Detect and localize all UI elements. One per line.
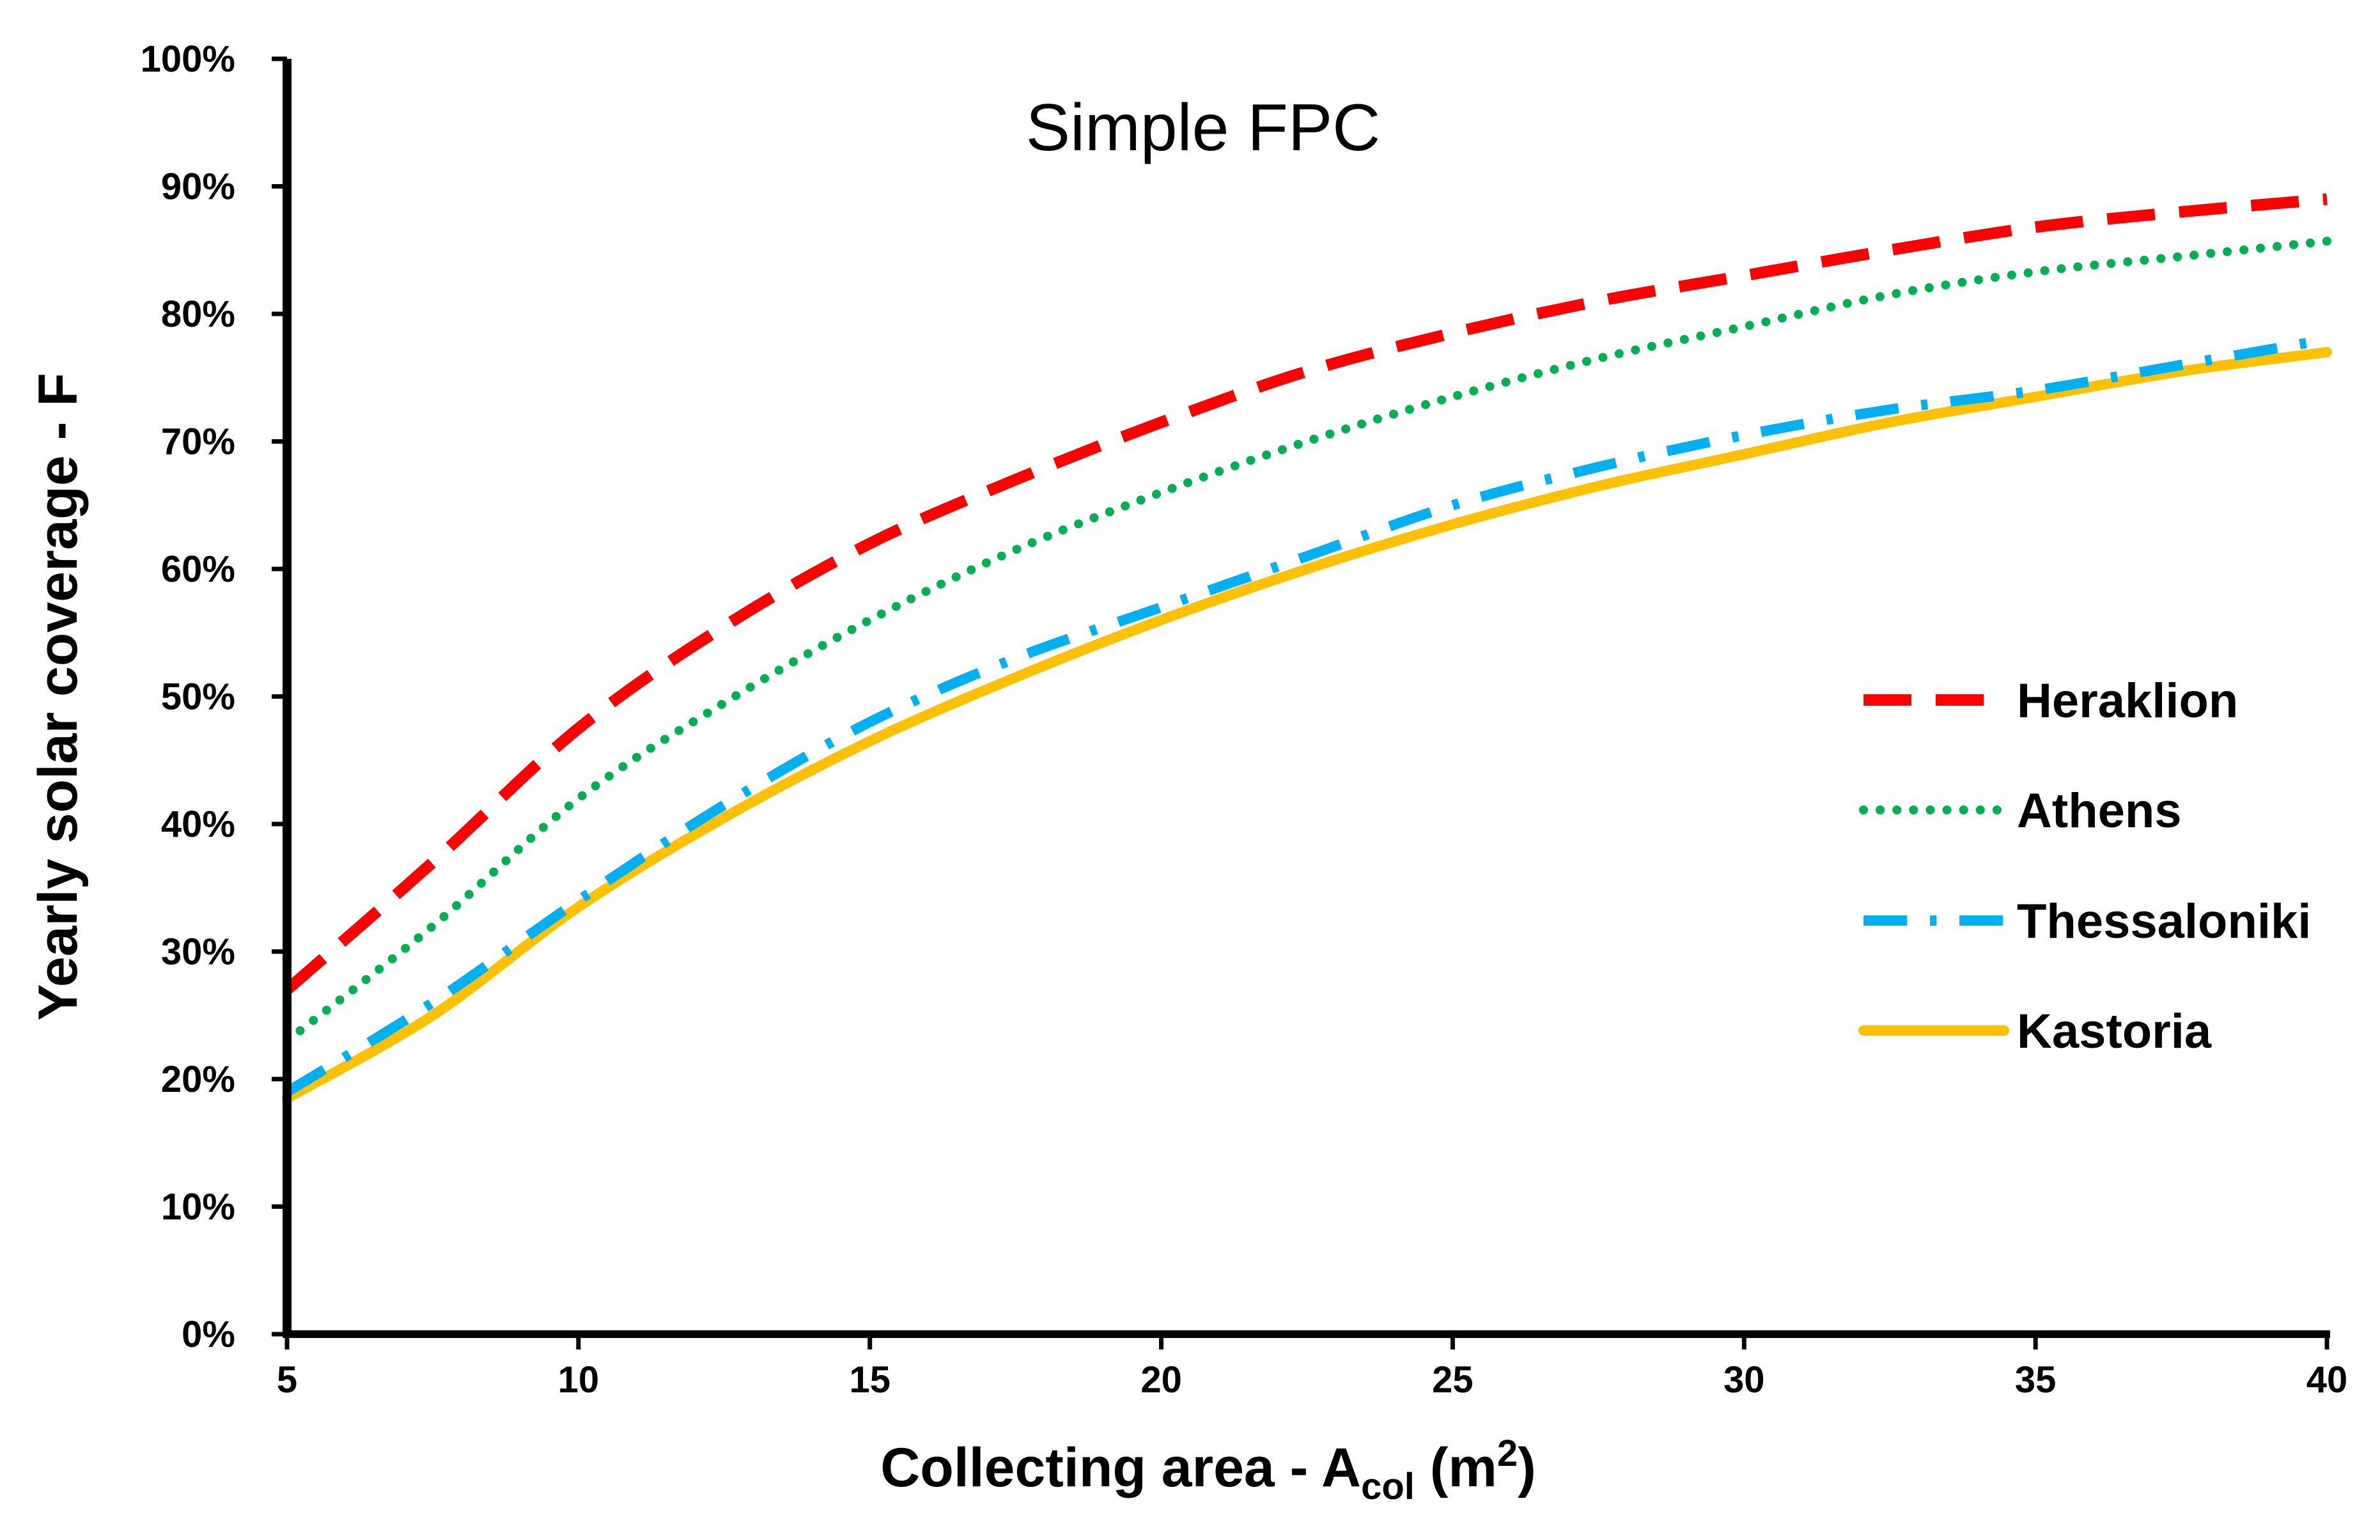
x-axis-title-unit-close: )	[1518, 1437, 1536, 1498]
x-axis-title-main: Collecting area - A	[880, 1437, 1361, 1498]
y-tick-label: 10%	[161, 1186, 235, 1228]
x-tick-label: 10	[558, 1359, 600, 1401]
x-axis-ticks: 5 10 15 20 25 30 35 40	[277, 1334, 2347, 1401]
x-tick-label: 40	[2306, 1359, 2348, 1401]
y-tick-label: 30%	[161, 931, 235, 973]
x-axis-title-unit: (m	[1415, 1437, 1497, 1498]
y-tick-label: 0%	[182, 1314, 235, 1355]
series-layer	[282, 193, 2332, 1103]
y-tick-label: 20%	[161, 1059, 235, 1100]
series-line-athens	[283, 237, 2331, 1046]
chart-title: Simple FPC	[1026, 91, 1381, 165]
y-tick-label: 90%	[161, 166, 235, 208]
legend-label-thessaloniki: Thessaloniki	[2017, 894, 2311, 949]
legend-label-heraklion: Heraklion	[2017, 674, 2238, 728]
y-axis-title: Yearly solar coverage - F	[27, 373, 89, 1020]
y-tick-label: 60%	[161, 548, 235, 590]
legend: Heraklion Athens Thessaloniki Kastoria	[1858, 674, 2311, 1059]
y-tick-label: 50%	[161, 676, 235, 718]
x-axis-title-superscript: 2	[1497, 1433, 1518, 1474]
x-tick-label: 30	[1723, 1359, 1765, 1401]
x-tick-label: 5	[277, 1359, 297, 1401]
y-tick-label: 70%	[161, 421, 235, 463]
y-tick-label: 100%	[141, 38, 235, 80]
series-line-heraklion	[283, 193, 2328, 995]
x-axis-title: Collecting area - Acol (m2)	[880, 1433, 1536, 1507]
x-tick-label: 20	[1140, 1359, 1182, 1401]
x-tick-label: 35	[2015, 1359, 2057, 1401]
x-tick-label: 15	[849, 1359, 891, 1401]
legend-label-athens: Athens	[2017, 784, 2182, 838]
x-axis-title-subscript: col	[1361, 1466, 1415, 1507]
series-line-kastoria	[282, 346, 2332, 1103]
y-axis-ticks: 0% 10% 20% 30% 40% 50% 60% 70% 80% 90% 100%	[141, 38, 287, 1355]
x-tick-label: 25	[1432, 1359, 1474, 1401]
series-line-thessaloniki	[284, 334, 2328, 1096]
y-tick-label: 80%	[161, 293, 235, 335]
legend-label-kastoria: Kastoria	[2017, 1004, 2212, 1059]
y-tick-label: 40%	[161, 804, 235, 845]
